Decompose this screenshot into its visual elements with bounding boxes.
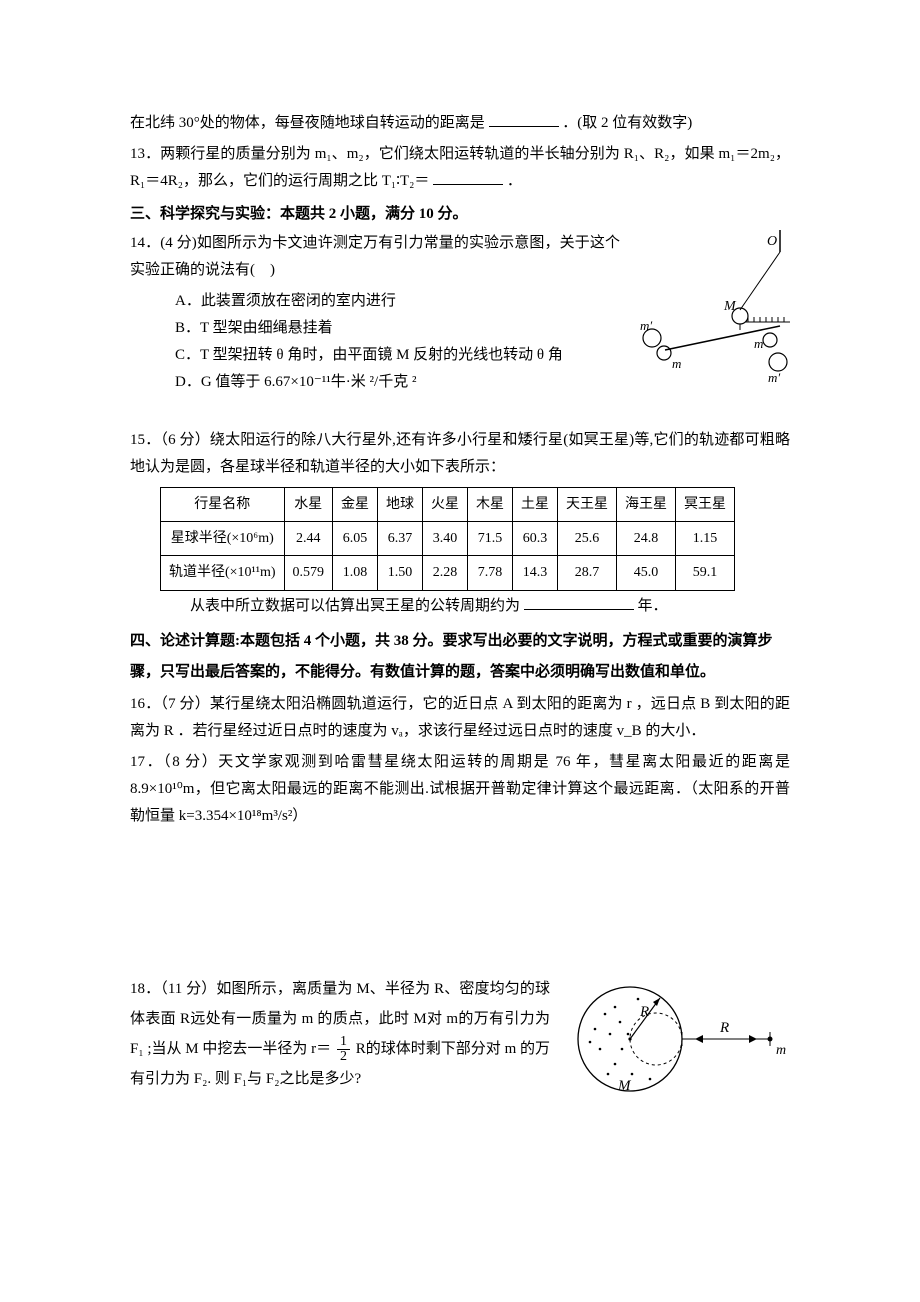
th-uran: 天王星 [558,488,617,522]
label-mprime-right: m′ [768,370,780,385]
q15-caption: 从表中所立数据可以估算出冥王星的公转周期约为 年． [130,593,790,620]
label-mprime-left: m′ [640,318,652,333]
label-m-left: m [672,356,681,371]
planet-table: 行星名称 水星 金星 地球 火星 木星 土星 天王星 海王星 冥王星 星球半径(… [160,487,735,591]
fig18-wrap: R M R m [560,974,790,1104]
q17: 17．（8 分）天文学家观测到哈雷彗星绕太阳运转的周期是 76 年，彗星离太阳最… [130,749,790,830]
cell: 45.0 [617,556,676,590]
th-merc: 水星 [284,488,333,522]
q12-blank [489,111,559,127]
q12-text-b: ．(取 2 位有效数字) [562,115,692,131]
cell: 14.3 [513,556,558,590]
cell: 7.78 [468,556,513,590]
cell: 1.50 [378,556,423,590]
q15-cap-a: 从表中所立数据可以估算出冥王星的公转周期约为 [190,598,520,614]
label-m-right: m [754,336,763,351]
q13-blank [433,169,503,185]
th-mars: 火星 [423,488,468,522]
cell: 60.3 [513,522,558,556]
q15-blank [524,594,634,610]
table-row: 星球半径(×10⁶m) 2.44 6.05 6.37 3.40 71.5 60.… [161,522,735,556]
cavendish-diagram-icon: O M [630,230,790,400]
scale-icon [745,317,790,322]
q13-end: ． [507,173,522,189]
label-R-out: R [719,1020,729,1036]
table-row: 行星名称 水星 金星 地球 火星 木星 土星 天王星 海王星 冥王星 [161,488,735,522]
th-plut: 冥王星 [676,488,735,522]
q15-cap-b: 年． [638,598,668,614]
cell: 28.7 [558,556,617,590]
label-R-in: R [639,1004,649,1020]
q12-text-a: 在北纬 30°处的物体，每昼夜随地球自转运动的距离是 [130,115,485,131]
fraction-half: 12 [337,1035,350,1064]
th-eart: 地球 [378,488,423,522]
blank-space [130,834,790,974]
th-nept: 海王星 [617,488,676,522]
th-satu: 土星 [513,488,558,522]
cell: 0.579 [284,556,333,590]
label-M: M [723,299,737,314]
fig14-wrap: O M [630,230,790,400]
cell: 59.1 [676,556,735,590]
cell: 71.5 [468,522,513,556]
label-M2: M [617,1078,632,1094]
label-m2: m [776,1043,786,1058]
cell: 3.40 [423,522,468,556]
cell: 1.15 [676,522,735,556]
cell: 2.28 [423,556,468,590]
label-O: O [767,234,777,249]
section4-title: 四、论述计算题:本题包括 4 个小题，共 38 分。要求写出必要的文字说明，方程… [130,626,790,689]
th-venu: 金星 [333,488,378,522]
cell: 1.08 [333,556,378,590]
th-jupi: 木星 [468,488,513,522]
cell: 2.44 [284,522,333,556]
cell: 24.8 [617,522,676,556]
cell: 6.37 [378,522,423,556]
r2-label: 轨道半径(×10¹¹m) [161,556,285,590]
q14-block: O M [130,230,790,400]
q13: 13．两颗行星的质量分别为 m₁、m₂，它们绕太阳运转轨道的半长轴分别为 R₁、… [130,141,790,195]
q12-tail: 在北纬 30°处的物体，每昼夜随地球自转运动的距离是 ．(取 2 位有效数字) [130,110,790,137]
cell: 6.05 [333,522,378,556]
cell: 25.6 [558,522,617,556]
sphere-diagram-icon: R M R m [560,974,790,1104]
section3-title: 三、科学探究与实验：本题共 2 小题，满分 10 分。 [130,201,790,228]
q15-stem: 15．（6 分）绕太阳运行的除八大行星外,还有许多小行星和矮行星(如冥王星)等,… [130,427,790,481]
r1-label: 星球半径(×10⁶m) [161,522,285,556]
q18-block: R M R m 18．（11 分）如图所示，离质量为 M、半径为 R、密度均匀的… [130,974,790,1104]
q16: 16．（7 分）某行星绕太阳沿椭圆轨道运行，它的近日点 A 到太阳的距离为 r … [130,691,790,745]
th-name: 行星名称 [161,488,285,522]
table-row: 轨道半径(×10¹¹m) 0.579 1.08 1.50 2.28 7.78 1… [161,556,735,590]
